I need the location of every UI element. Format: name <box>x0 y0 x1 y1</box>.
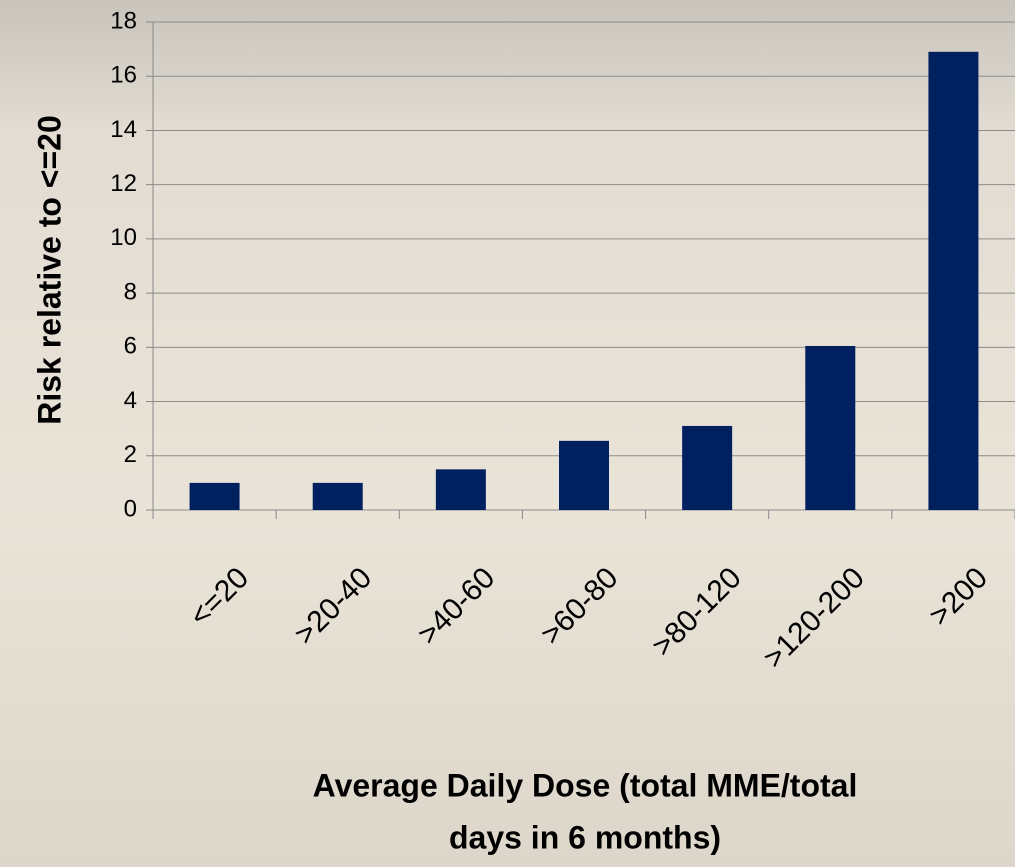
bar <box>805 345 856 510</box>
y-tick-label: 4 <box>124 387 137 414</box>
bar <box>312 482 363 510</box>
y-tick-label: 18 <box>110 7 137 34</box>
bar <box>189 482 240 510</box>
bar <box>928 51 979 510</box>
y-axis-title: Risk relative to <=20 <box>31 115 67 425</box>
y-tick-label: 12 <box>110 170 137 197</box>
bar <box>559 440 609 510</box>
y-tick-label: 8 <box>124 278 137 305</box>
y-tick-label: 16 <box>110 62 137 89</box>
y-tick-label: 2 <box>124 441 137 468</box>
y-tick-label: 10 <box>110 224 137 251</box>
x-axis-title: days in 6 months) <box>449 819 721 855</box>
y-tick-label: 6 <box>124 333 137 360</box>
x-axis-title: Average Daily Dose (total MME/total <box>313 767 858 803</box>
bar <box>435 469 486 510</box>
bar <box>682 425 733 510</box>
y-tick-label: 0 <box>124 495 137 522</box>
y-tick-label: 14 <box>110 116 137 143</box>
